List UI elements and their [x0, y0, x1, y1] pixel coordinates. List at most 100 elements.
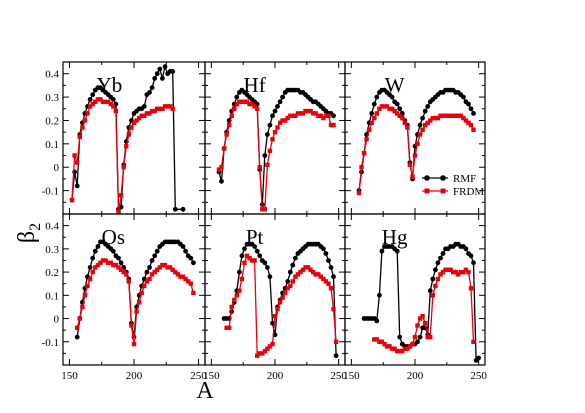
- data-point: [219, 165, 224, 170]
- data-point: [461, 269, 466, 275]
- data-point: [270, 137, 275, 142]
- data-point: [267, 274, 273, 280]
- data-point: [244, 253, 250, 258]
- data-point: [417, 334, 423, 340]
- data-point: [311, 269, 316, 275]
- data-point: [252, 104, 257, 109]
- data-point: [103, 258, 108, 263]
- data-point: [74, 334, 80, 340]
- data-point: [149, 272, 155, 277]
- data-point: [440, 251, 446, 256]
- data-point: [456, 272, 461, 277]
- data-point: [110, 97, 116, 102]
- data-point: [100, 99, 106, 104]
- data-point: [267, 148, 273, 154]
- data-point: [126, 132, 131, 137]
- series-rmf: [221, 241, 339, 359]
- data-point: [154, 248, 160, 254]
- data-point: [293, 113, 298, 118]
- data-point: [116, 265, 121, 270]
- data-point: [147, 111, 152, 116]
- data-point: [435, 276, 441, 282]
- data-point: [257, 165, 262, 170]
- data-point: [92, 248, 98, 254]
- data-point: [131, 120, 137, 125]
- data-point: [420, 127, 425, 132]
- data-point: [331, 307, 336, 312]
- data-point: [162, 64, 168, 70]
- data-point: [165, 104, 170, 109]
- data-point: [124, 272, 129, 277]
- data-point: [232, 106, 237, 111]
- legend-marker: [424, 175, 430, 181]
- data-point: [331, 113, 336, 119]
- data-point: [247, 255, 252, 261]
- data-point: [422, 108, 428, 114]
- data-point: [389, 106, 395, 111]
- data-point: [157, 66, 163, 72]
- data-point: [392, 108, 397, 114]
- y-tick-label: 0.1: [45, 290, 59, 302]
- data-point: [180, 206, 186, 212]
- data-point: [172, 206, 178, 212]
- data-point: [90, 92, 96, 98]
- data-point: [466, 120, 471, 125]
- data-point: [410, 174, 415, 179]
- data-point: [285, 286, 290, 291]
- data-point: [82, 293, 88, 298]
- data-point: [361, 151, 367, 156]
- data-point: [167, 104, 173, 109]
- data-point: [162, 262, 168, 268]
- legend-label: FRDM: [453, 186, 484, 198]
- data-point: [267, 122, 273, 128]
- data-point: [142, 113, 147, 118]
- data-point: [364, 137, 369, 142]
- data-point: [382, 341, 387, 347]
- data-point: [152, 76, 158, 81]
- data-point: [400, 115, 405, 121]
- data-point: [173, 269, 178, 275]
- data-point: [160, 76, 165, 81]
- data-point: [423, 321, 428, 326]
- data-point: [461, 94, 466, 100]
- data-point: [224, 132, 229, 137]
- data-point: [262, 207, 267, 212]
- y-tick-label: -0.1: [42, 337, 59, 349]
- data-point: [277, 120, 283, 125]
- data-point: [415, 323, 420, 328]
- data-point: [252, 244, 257, 249]
- data-point: [311, 111, 316, 116]
- data-point: [384, 104, 390, 109]
- data-point: [425, 120, 430, 125]
- data-point: [471, 260, 476, 266]
- data-point: [144, 269, 150, 275]
- x-tick-label: 200: [267, 370, 284, 382]
- data-point: [458, 269, 463, 275]
- data-point: [440, 113, 446, 118]
- data-point: [108, 101, 113, 107]
- data-point: [239, 276, 245, 282]
- data-point: [283, 118, 288, 123]
- data-point: [157, 106, 162, 111]
- data-point: [468, 122, 474, 128]
- data-point: [402, 346, 407, 351]
- data-point: [242, 99, 247, 104]
- data-point: [379, 248, 385, 254]
- data-point: [451, 113, 456, 118]
- data-point: [237, 99, 242, 104]
- data-point: [476, 355, 481, 361]
- data-point: [82, 118, 88, 123]
- data-point: [249, 258, 255, 263]
- data-point: [321, 276, 326, 282]
- data-point: [239, 99, 245, 104]
- data-point: [328, 286, 334, 291]
- data-point: [180, 244, 186, 249]
- legend-marker: [440, 175, 446, 181]
- data-point: [397, 113, 402, 118]
- data-point: [382, 104, 387, 109]
- data-point: [260, 207, 265, 212]
- data-point: [144, 111, 150, 116]
- data-point: [387, 344, 392, 349]
- data-point: [139, 290, 144, 296]
- data-point: [265, 132, 270, 137]
